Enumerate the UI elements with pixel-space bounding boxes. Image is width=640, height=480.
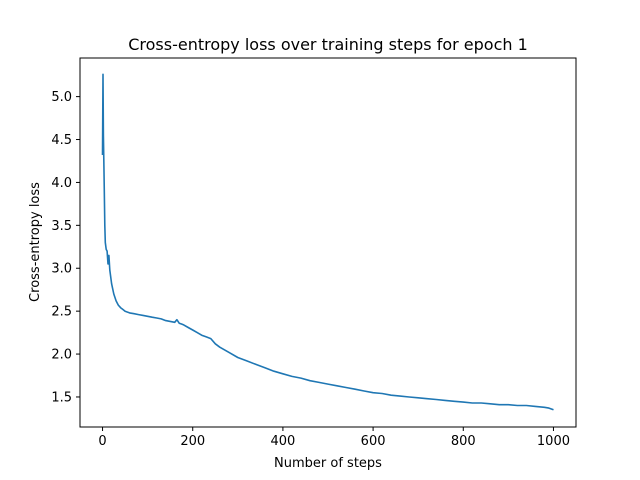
y-tick-label: 3.0 bbox=[51, 262, 72, 277]
loss-series-line bbox=[101, 73, 554, 411]
chart-title: Cross-entropy loss over training steps f… bbox=[128, 35, 528, 54]
y-tick-label: 2.0 bbox=[51, 348, 72, 363]
x-tick-label: 400 bbox=[270, 434, 295, 449]
x-tick-label: 600 bbox=[361, 434, 386, 449]
plot-frame bbox=[79, 57, 577, 428]
y-tick-label: 4.0 bbox=[51, 176, 72, 191]
x-axis-label: Number of steps bbox=[274, 456, 382, 471]
y-tick-label: 4.5 bbox=[51, 133, 72, 148]
x-axis-ticks: 0 200 400 600 800 1000 bbox=[98, 427, 570, 449]
x-tick-label: 1000 bbox=[537, 434, 570, 449]
y-axis-ticks: 1.5 2.0 2.5 3.0 3.5 4.0 4.5 5.0 bbox=[51, 90, 80, 405]
x-tick-label: 200 bbox=[180, 434, 205, 449]
y-tick-label: 3.5 bbox=[51, 219, 72, 234]
y-axis-label: Cross-entropy loss bbox=[28, 182, 43, 302]
y-tick-label: 1.5 bbox=[51, 390, 72, 405]
x-tick-label: 800 bbox=[451, 434, 476, 449]
x-tick-label: 0 bbox=[98, 434, 106, 449]
plot-layer bbox=[101, 73, 554, 411]
y-tick-label: 5.0 bbox=[51, 90, 72, 105]
y-tick-label: 2.5 bbox=[51, 305, 72, 320]
